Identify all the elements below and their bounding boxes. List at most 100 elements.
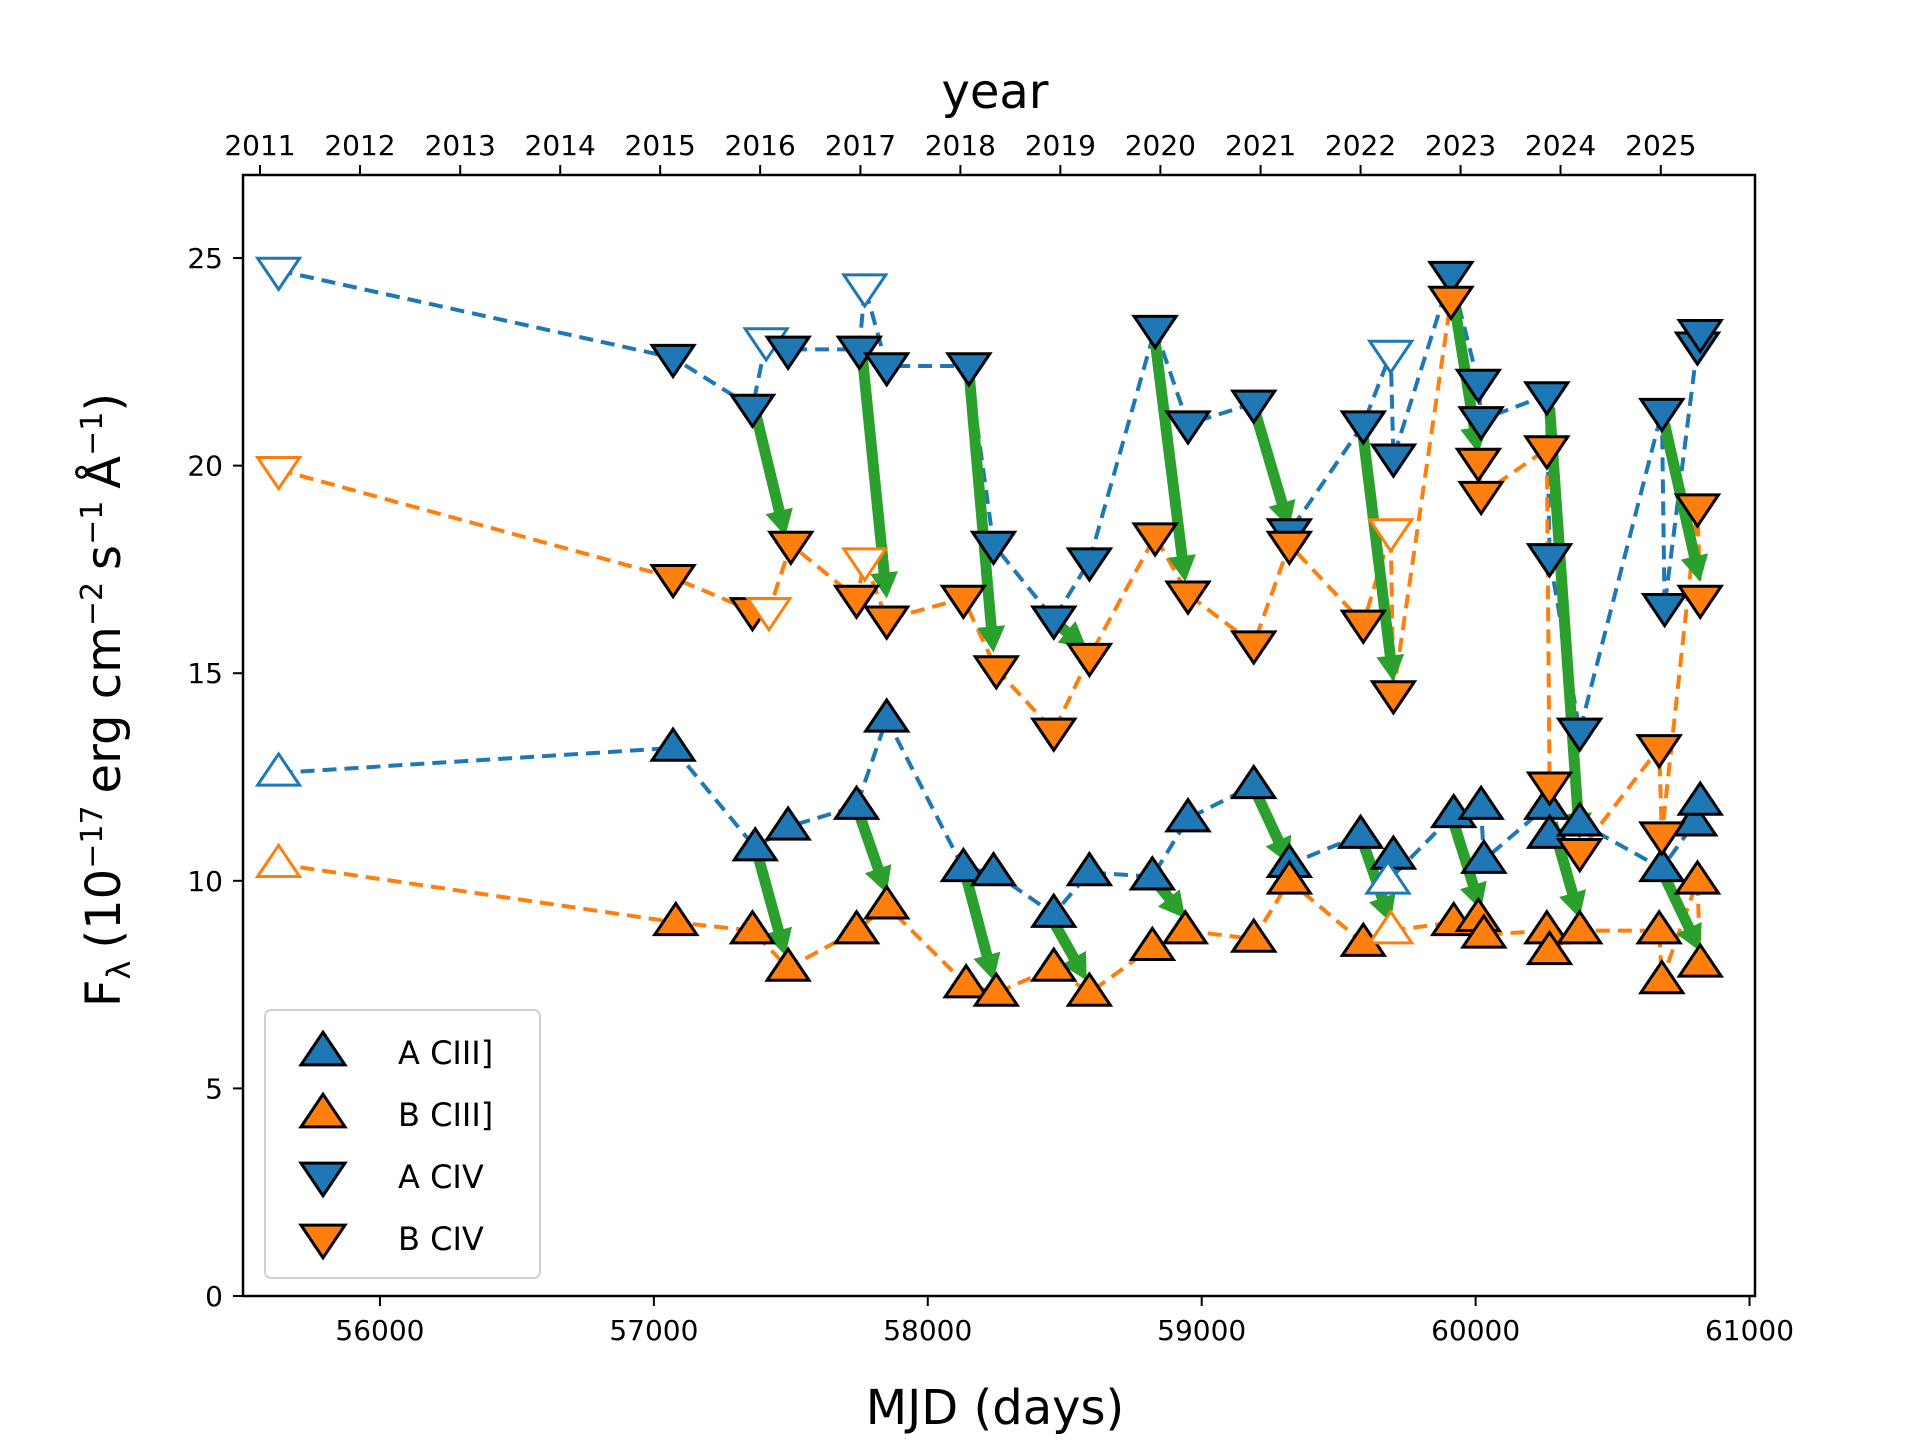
marker-bciii bbox=[651, 900, 700, 937]
trend-arrow bbox=[749, 410, 793, 537]
marker-bciii bbox=[1229, 917, 1278, 953]
marker-aciv bbox=[1164, 410, 1212, 446]
marker-aciv bbox=[1523, 381, 1571, 417]
open-marker-aciv bbox=[840, 273, 889, 309]
y-axis-title-open: (10 bbox=[76, 869, 132, 949]
marker-bciv bbox=[832, 584, 881, 621]
marker-aciii bbox=[1336, 813, 1385, 849]
marker-bciv bbox=[1673, 493, 1722, 529]
marker-aciii bbox=[1128, 855, 1177, 891]
top-tick-label: 2012 bbox=[324, 129, 395, 162]
marker-bciii bbox=[1460, 913, 1508, 949]
marker-aciv bbox=[1131, 314, 1179, 351]
y-tick-label: 20 bbox=[187, 450, 223, 483]
top-tick-label: 2016 bbox=[725, 129, 796, 162]
marker-aciii bbox=[1670, 801, 1719, 837]
marker-bciv bbox=[1555, 837, 1604, 874]
open-marker-bciv bbox=[840, 547, 889, 583]
marker-aciv bbox=[1065, 547, 1114, 583]
trend-arrow bbox=[752, 854, 792, 956]
x-tick-label: 61000 bbox=[1705, 1314, 1794, 1347]
y-axis-title-exp1: −17 bbox=[75, 805, 110, 868]
marker-aciii bbox=[1065, 850, 1114, 887]
marker-bciii bbox=[764, 946, 812, 982]
trend-arrow bbox=[1251, 791, 1292, 865]
marker-bciv bbox=[1523, 435, 1571, 471]
top-axis-title: year bbox=[941, 64, 1048, 120]
y-tick-label: 10 bbox=[187, 865, 223, 898]
y-tick-label: 15 bbox=[187, 657, 223, 690]
top-tick-label: 2025 bbox=[1625, 129, 1696, 162]
marker-bciii bbox=[1638, 958, 1686, 995]
marker-bciii bbox=[1635, 909, 1683, 945]
marker-aciii bbox=[1676, 780, 1725, 816]
marker-aciv bbox=[1029, 605, 1078, 641]
marker-bciv bbox=[1454, 447, 1503, 484]
trend-arrow bbox=[856, 353, 898, 599]
marker-bciii bbox=[832, 909, 881, 945]
marker-aciii bbox=[1555, 801, 1604, 837]
marker-aciv bbox=[1676, 318, 1725, 355]
trend-arrow bbox=[1249, 410, 1296, 528]
marker-bciv bbox=[1339, 609, 1388, 645]
trend-arrow bbox=[854, 812, 892, 894]
trend-arrow bbox=[1659, 874, 1702, 952]
open-marker-aciii bbox=[254, 751, 303, 787]
marker-bciii bbox=[1673, 859, 1722, 895]
trend-arrow bbox=[963, 369, 1006, 653]
marker-bciv bbox=[1229, 630, 1278, 666]
x-tick-label: 59000 bbox=[1157, 1314, 1246, 1347]
marker-bciv bbox=[1638, 821, 1686, 857]
marker-bciv bbox=[1131, 522, 1179, 558]
plot-frame bbox=[241, 173, 1757, 1298]
marker-bciv bbox=[1029, 717, 1078, 753]
marker-bciii bbox=[728, 909, 777, 945]
marker-aciv bbox=[1638, 397, 1686, 434]
marker-bciii bbox=[972, 971, 1021, 1007]
legend-label: A CIII] bbox=[398, 1034, 493, 1072]
marker-bciv bbox=[1676, 584, 1725, 621]
trend-arrow bbox=[1357, 435, 1405, 682]
top-tick-label: 2014 bbox=[525, 129, 596, 162]
legend-marker bbox=[298, 1091, 348, 1129]
legend-label: A CIV bbox=[398, 1158, 484, 1196]
marker-aciii bbox=[731, 826, 780, 862]
top-tick-label: 2020 bbox=[1125, 129, 1196, 162]
marker-bciv bbox=[1427, 285, 1475, 322]
marker-aciv bbox=[1640, 593, 1689, 629]
x-tick-label: 60000 bbox=[1431, 1314, 1520, 1347]
marker-aciv bbox=[1555, 717, 1604, 753]
marker-bciv bbox=[1065, 642, 1114, 679]
marker-aciii bbox=[939, 846, 988, 883]
marker-aciii bbox=[1638, 846, 1686, 883]
trend-arrow bbox=[1445, 282, 1488, 454]
y-axis-title: Fλ(10−17erg cm−2s−1Å−1) bbox=[75, 393, 138, 1007]
marker-aciv bbox=[1427, 260, 1475, 297]
marker-bciii bbox=[1525, 929, 1574, 966]
marker-bciv bbox=[939, 584, 988, 621]
marker-aciii bbox=[1164, 796, 1212, 833]
y-axis-title-exp3: −1 bbox=[75, 501, 110, 545]
y-axis-title-angstrom: Å bbox=[75, 456, 132, 489]
legend-label: B CIII] bbox=[398, 1096, 493, 1134]
axes: 56000 57000 58000 59000 60000 610000510152025… bbox=[187, 129, 1794, 1347]
marker-bciv bbox=[649, 563, 697, 600]
trend-arrow bbox=[1149, 340, 1196, 582]
marker-aciii bbox=[862, 697, 911, 733]
marker-bciv bbox=[1525, 771, 1574, 807]
top-tick-label: 2013 bbox=[425, 129, 496, 162]
trend-arrow bbox=[1544, 407, 1592, 840]
open-marker-aciv bbox=[1366, 339, 1415, 376]
marker-aciii bbox=[969, 850, 1018, 887]
marker-bciv bbox=[972, 655, 1021, 691]
y-axis-title-s: s bbox=[76, 545, 132, 570]
marker-aciv bbox=[862, 352, 911, 388]
open-marker-bciii bbox=[254, 842, 303, 878]
marker-aciv bbox=[728, 393, 777, 430]
top-tick-label: 2011 bbox=[224, 129, 295, 162]
top-tick-label: 2024 bbox=[1525, 129, 1596, 162]
marker-aciv bbox=[1525, 543, 1574, 579]
marker-bciii bbox=[1265, 859, 1314, 895]
y-tick-label: 0 bbox=[205, 1280, 223, 1313]
marker-aciv bbox=[945, 352, 993, 388]
